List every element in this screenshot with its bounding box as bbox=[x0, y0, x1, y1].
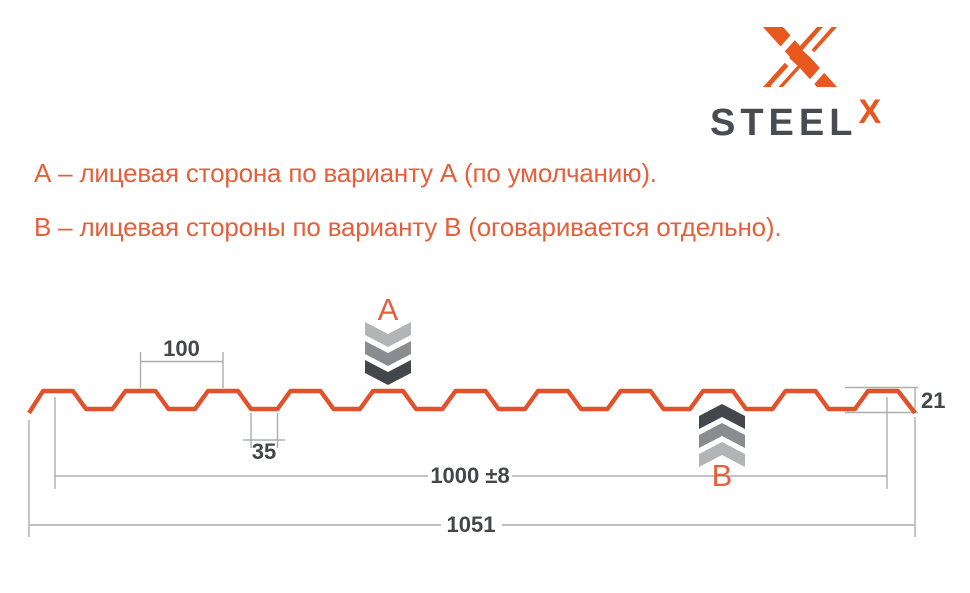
marker-a-letter: А bbox=[378, 292, 399, 327]
chevron-down-icon bbox=[365, 322, 411, 347]
logo-wordmark: STEEL X bbox=[710, 95, 881, 144]
side-b-arrows-icon bbox=[699, 404, 745, 467]
marker-b-letter: В bbox=[712, 458, 733, 493]
brand-name: STEEL bbox=[710, 102, 858, 144]
dimension-lines bbox=[28, 352, 918, 537]
chevron-down-icon bbox=[365, 341, 411, 366]
dim-working-width-label: 1000 ±8 bbox=[430, 463, 509, 488]
chevron-down-icon bbox=[365, 360, 411, 385]
logo-s-cut-right bbox=[800, 22, 833, 92]
chevron-up-icon bbox=[699, 442, 745, 467]
note-variant-b: В – лицевая стороны по варианту В (огова… bbox=[34, 212, 782, 242]
dim-overall-width-label: 1051 bbox=[447, 512, 496, 537]
dim-height-label: 21 bbox=[921, 388, 945, 413]
dim-trough-label: 35 bbox=[252, 439, 276, 464]
chevron-up-icon bbox=[699, 404, 745, 429]
logo-s-cut-left bbox=[770, 22, 808, 91]
note-variant-a: А – лицевая сторона по варианту А (по ум… bbox=[34, 158, 657, 188]
brand-sup-x: X bbox=[858, 93, 882, 131]
dim-pitch-label: 100 bbox=[163, 336, 200, 361]
profile-polyline bbox=[27, 388, 917, 415]
chevron-up-icon bbox=[699, 423, 745, 448]
steelx-logo-icon bbox=[763, 22, 837, 92]
side-a-arrows-icon bbox=[365, 322, 411, 385]
logo-bar-ne-sw bbox=[763, 27, 837, 87]
